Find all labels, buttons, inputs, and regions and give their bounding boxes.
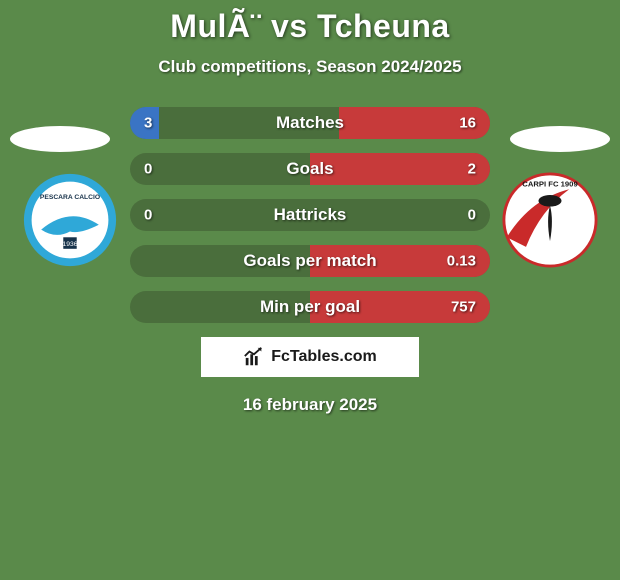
- stat-value-right: 757: [451, 299, 476, 316]
- stat-value-right: 0.13: [447, 253, 476, 270]
- stat-value-left: 0: [144, 161, 152, 178]
- stat-value-left: 0: [144, 207, 152, 224]
- stat-row: Goals per match 0.13: [130, 245, 490, 277]
- stat-row: Hattricks 0 0: [130, 199, 490, 231]
- brand-box: FcTables.com: [201, 337, 419, 377]
- stat-value-left: 3: [144, 115, 152, 132]
- bar-fill-right: [310, 153, 490, 185]
- stat-label: Hattricks: [274, 205, 347, 225]
- stat-row: Matches 3 16: [130, 107, 490, 139]
- stat-value-right: 16: [459, 115, 476, 132]
- stat-label: Min per goal: [260, 297, 360, 317]
- chart-icon: [243, 346, 265, 368]
- stat-value-right: 2: [468, 161, 476, 178]
- stat-rows: Matches 3 16 Goals 0 2 Hattricks 0 0 Goals per ma…: [130, 107, 490, 323]
- stat-row: Min per goal 757: [130, 291, 490, 323]
- stat-label: Matches: [276, 113, 344, 133]
- brand-text: FcTables.com: [271, 348, 377, 366]
- page-title: MulÃ¨ vs Tcheuna: [0, 0, 620, 45]
- date-text: 16 february 2025: [0, 395, 620, 415]
- stats-area: Matches 3 16 Goals 0 2 Hattricks 0 0 Goals per ma…: [0, 107, 620, 415]
- stat-label: Goals: [286, 159, 333, 179]
- stat-row: Goals 0 2: [130, 153, 490, 185]
- stat-label: Goals per match: [243, 251, 376, 271]
- page-subtitle: Club competitions, Season 2024/2025: [0, 57, 620, 77]
- comparison-panel: MulÃ¨ vs Tcheuna Club competitions, Seas…: [0, 0, 620, 580]
- stat-value-right: 0: [468, 207, 476, 224]
